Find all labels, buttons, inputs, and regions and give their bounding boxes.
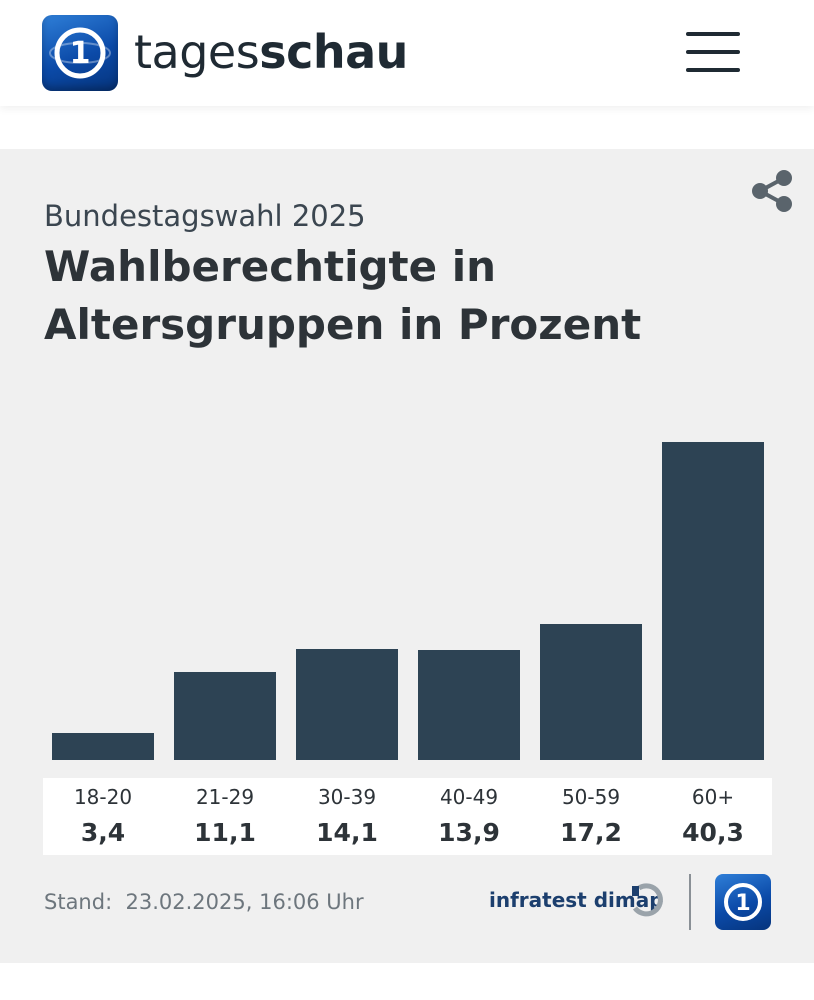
- category-label: 60+: [691, 785, 735, 809]
- site-header: 1 tagesschau: [0, 0, 814, 106]
- hamburger-menu-icon[interactable]: [684, 30, 742, 74]
- ard-one-icon: 1: [724, 883, 762, 921]
- logo-text: 1: [70, 36, 91, 71]
- bar-chart: [52, 442, 764, 760]
- brand-wordmark[interactable]: tagesschau: [134, 22, 408, 82]
- ard-one-icon: 1: [49, 27, 111, 79]
- value-label: 14,1: [316, 818, 378, 847]
- ard-logo[interactable]: 1: [42, 15, 118, 91]
- bar-18-20: [52, 733, 154, 760]
- stand-value: 23.02.2025, 16:06 Uhr: [125, 890, 364, 914]
- bar-50-59: [540, 624, 642, 760]
- value-label: 11,1: [194, 818, 256, 847]
- stand-label: Stand:: [44, 890, 113, 914]
- value-label: 3,4: [80, 818, 126, 847]
- brand-bold: schau: [259, 25, 408, 79]
- bar-60+: [662, 442, 764, 760]
- value-label: 13,9: [438, 818, 500, 847]
- chart-title: Wahlberechtigte in Altersgruppen in Proz…: [44, 242, 642, 349]
- bar-40-49: [418, 650, 520, 760]
- bar-30-39: [296, 649, 398, 760]
- category-labels-strip: 18-20 3,4 21-29 11,1 30-39 14,1 40-49 13,9 50-59…: [43, 778, 772, 855]
- brand-light: tages: [134, 25, 260, 79]
- stand-timestamp: Stand: 23.02.2025, 16:06 Uhr: [44, 886, 364, 918]
- ard-small-logo[interactable]: 1: [715, 874, 771, 930]
- chart-subtitle: Bundestagswahl 2025: [44, 199, 366, 233]
- infratest-logo-icon: [632, 883, 663, 917]
- category-label: 50-59: [561, 785, 621, 809]
- footer-divider: [689, 874, 691, 930]
- small-logo-text: 1: [735, 891, 750, 916]
- category-label: 18-20: [73, 785, 133, 809]
- category-label: 21-29: [195, 785, 255, 809]
- category-label: 30-39: [317, 785, 377, 809]
- share-icon[interactable]: [748, 168, 796, 214]
- value-label: 40,3: [682, 818, 744, 847]
- bar-21-29: [174, 672, 276, 760]
- value-label: 17,2: [560, 818, 622, 847]
- category-label: 40-49: [439, 785, 499, 809]
